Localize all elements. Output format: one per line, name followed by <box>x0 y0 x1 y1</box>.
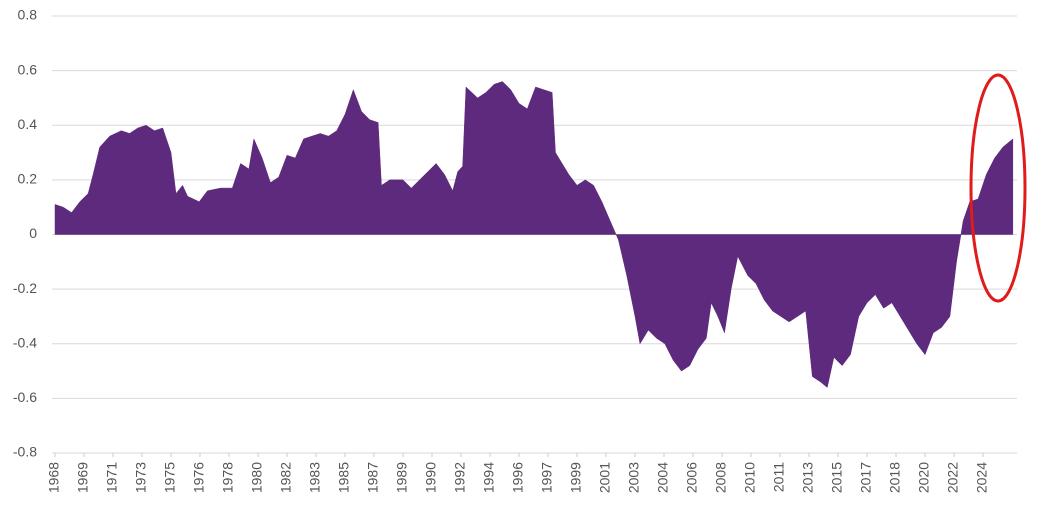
x-tick-label: 2024 <box>974 462 990 493</box>
x-tick-label: 1999 <box>568 462 584 493</box>
x-tick-label: 1992 <box>452 462 468 493</box>
x-tick-label: 1997 <box>539 462 555 493</box>
x-tick-label: 1982 <box>278 462 294 493</box>
x-tick-label: 2011 <box>771 462 787 492</box>
x-tick-label: 2022 <box>945 462 961 493</box>
y-tick-label: 0 <box>29 225 37 241</box>
x-tick-label: 2017 <box>858 462 874 493</box>
x-tick-label: 1985 <box>336 462 352 493</box>
x-tick-label: 1980 <box>249 462 265 493</box>
x-tick-label: 1987 <box>365 462 381 493</box>
x-tick-label: 2003 <box>626 462 642 493</box>
y-tick-label: -0.4 <box>13 334 37 350</box>
x-tick-label: 2010 <box>742 462 758 493</box>
x-tick-label: 1996 <box>510 462 526 493</box>
highlight-ellipse <box>969 73 1027 303</box>
x-tick-label: 1969 <box>75 462 91 493</box>
x-tick-label: 2004 <box>655 462 671 493</box>
area <box>54 81 1014 388</box>
x-tick-label: 1989 <box>394 462 410 493</box>
x-tick-label: 1973 <box>133 462 149 493</box>
x-tick-label: 2006 <box>684 462 700 493</box>
x-tick-label: 1978 <box>220 462 236 493</box>
x-tick-label: 2015 <box>829 462 845 493</box>
x-tick-label: 2001 <box>597 462 613 493</box>
x-tick-label: 1975 <box>162 462 178 493</box>
x-tick-label: 2013 <box>800 462 816 493</box>
y-tick-label: -0.6 <box>13 389 37 405</box>
x-tick-label: 1994 <box>481 462 497 493</box>
x-tick-label: 2018 <box>887 462 903 493</box>
x-tick-label: 1983 <box>307 462 323 493</box>
y-tick-label: 0.4 <box>18 116 38 132</box>
y-tick-label: -0.8 <box>13 444 37 460</box>
x-tick-label: 2020 <box>916 462 932 493</box>
x-tick-label: 1968 <box>46 462 62 493</box>
y-tick-label: 0.8 <box>18 7 38 23</box>
x-tick-label: 2008 <box>713 462 729 493</box>
x-tick-label: 1990 <box>423 462 439 493</box>
y-tick-label: -0.2 <box>13 280 37 296</box>
y-tick-label: 0.6 <box>18 61 38 77</box>
x-tick-label: 1976 <box>191 462 207 493</box>
y-tick-label: 0.2 <box>18 171 38 187</box>
x-tick-label: 1971 <box>104 462 120 493</box>
